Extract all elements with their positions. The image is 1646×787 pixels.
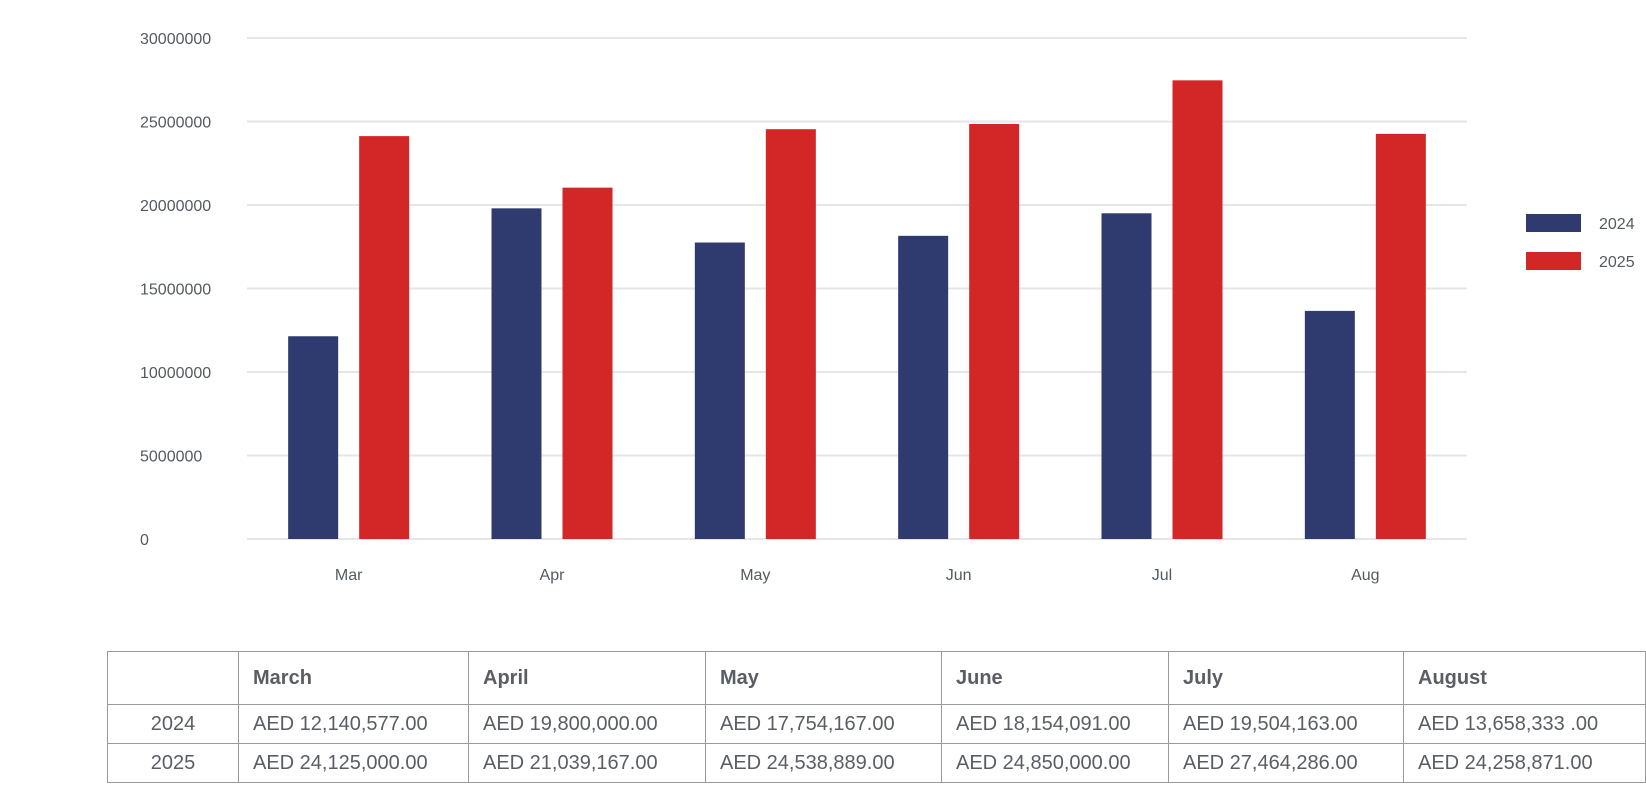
- y-tick-label: 30000000: [140, 31, 211, 48]
- table-cell: AED 21,039,167.00: [468, 743, 706, 783]
- bar-2025-aug: [1375, 133, 1426, 539]
- bar-2025-jun: [969, 124, 1020, 539]
- y-tick-label: 25000000: [140, 115, 211, 132]
- bar-2025-apr: [562, 187, 613, 539]
- bar-2024-aug: [1304, 310, 1355, 539]
- table-cell: AED 18,154,091.00: [941, 704, 1169, 744]
- y-tick-label: 20000000: [140, 198, 211, 215]
- x-tick-label: Mar: [335, 567, 363, 584]
- table-row: 2025 AED 24,125,000.00 AED 21,039,167.00…: [107, 743, 1646, 783]
- table-cell: AED 24,850,000.00: [941, 743, 1169, 783]
- bar-2024-jul: [1101, 213, 1152, 540]
- header-june: June: [941, 651, 1169, 705]
- bar-chart: 0 5000000 10000000 15000000 20000000 25000000…: [140, 31, 1635, 584]
- bar-2024-jun: [898, 235, 949, 540]
- table-cell: AED 24,538,889.00: [705, 743, 942, 783]
- table-cell: AED 19,504,163.00: [1168, 704, 1404, 744]
- table-cell: AED 13,658,333 .00: [1403, 704, 1646, 744]
- table-cell: AED 24,125,000.00: [238, 743, 469, 783]
- y-tick-label: 5000000: [140, 449, 202, 466]
- chart-area: 0 5000000 10000000 15000000 20000000 25000000…: [140, 31, 1635, 584]
- table-row: 2024 AED 12,140,577.00 AED 19,800,000.00…: [107, 704, 1646, 744]
- table-corner-cell: [107, 651, 239, 705]
- y-tick-label: 15000000: [140, 282, 211, 299]
- y-tick-label: 10000000: [140, 365, 211, 382]
- bar-2024-mar: [288, 336, 339, 539]
- table-cell: AED 27,464,286.00: [1168, 743, 1404, 783]
- table-cell: AED 19,800,000.00: [468, 704, 706, 744]
- table-cell: AED 24,258,871.00: [1403, 743, 1646, 783]
- bar-2024-apr: [491, 208, 542, 539]
- legend-label-2025: 2025: [1599, 254, 1635, 271]
- header-may: May: [705, 651, 942, 705]
- legend-swatch-2025: [1526, 252, 1581, 270]
- bar-2025-jul: [1172, 80, 1223, 539]
- x-tick-label: Jun: [946, 567, 972, 584]
- legend-label-2024: 2024: [1599, 216, 1635, 233]
- header-april: April: [468, 651, 706, 705]
- x-tick-label: May: [740, 567, 770, 584]
- header-july: July: [1168, 651, 1404, 705]
- table-header-row: March April May June July August: [107, 651, 1646, 705]
- y-tick-label: 0: [140, 532, 149, 549]
- x-tick-label: Aug: [1351, 567, 1379, 584]
- x-tick-label: Apr: [540, 567, 566, 584]
- table-cell: AED 12,140,577.00: [238, 704, 469, 744]
- header-august: August: [1403, 651, 1646, 705]
- bar-2024-may: [694, 242, 745, 539]
- header-march: March: [238, 651, 469, 705]
- row-label-2025: 2025: [107, 743, 239, 783]
- table-cell: AED 17,754,167.00: [705, 704, 942, 744]
- row-label-2024: 2024: [107, 704, 239, 744]
- bar-2025-mar: [359, 136, 410, 540]
- x-tick-label: Jul: [1152, 567, 1172, 584]
- data-table: March April May June July August 2024 AE…: [107, 651, 1646, 783]
- legend-swatch-2024: [1526, 214, 1581, 232]
- bar-2025-may: [765, 129, 816, 539]
